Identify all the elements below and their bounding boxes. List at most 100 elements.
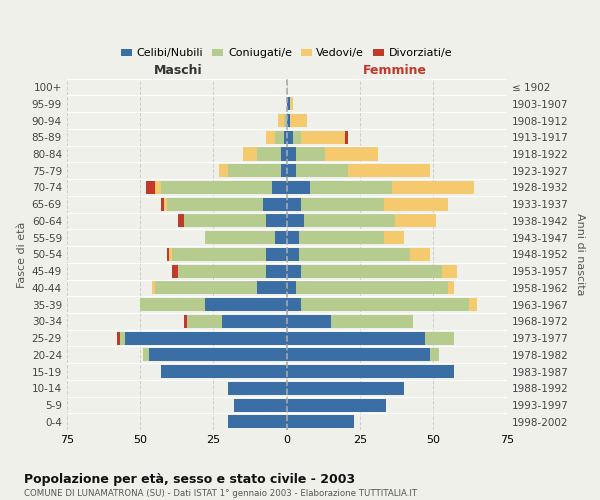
Bar [296,282,448,294]
Bar [287,282,296,294]
Bar [287,298,301,311]
Bar [287,181,310,194]
Bar [205,231,275,244]
Bar [152,282,155,294]
Bar [178,264,266,278]
Bar [293,131,301,144]
Bar [287,315,331,328]
Text: Femmine: Femmine [363,64,427,77]
Bar [125,332,287,344]
Bar [392,181,475,194]
Bar [257,282,287,294]
Bar [287,198,301,211]
Bar [425,332,454,344]
Bar [228,382,287,395]
Bar [349,164,430,177]
Bar [149,348,287,362]
Bar [187,315,222,328]
Bar [167,248,169,261]
Bar [395,214,436,228]
Bar [296,148,325,160]
Bar [284,131,287,144]
Bar [172,264,178,278]
Bar [169,248,172,261]
Bar [304,214,395,228]
Bar [143,348,149,362]
Bar [278,114,284,127]
Bar [442,264,457,278]
Bar [287,264,301,278]
Bar [266,214,287,228]
Bar [146,181,155,194]
Bar [140,298,205,311]
Bar [178,214,184,228]
Bar [325,148,377,160]
Bar [184,315,187,328]
Legend: Celibi/Nubili, Coniugati/e, Vedovi/e, Divorziati/e: Celibi/Nubili, Coniugati/e, Vedovi/e, Di… [117,44,457,63]
Bar [287,148,296,160]
Bar [234,398,287,411]
Text: COMUNE DI LUNAMATRONA (SU) - Dati ISTAT 1° gennaio 2003 - Elaborazione TUTTITALI: COMUNE DI LUNAMATRONA (SU) - Dati ISTAT … [24,489,417,498]
Bar [228,164,281,177]
Bar [287,231,299,244]
Bar [275,231,287,244]
Bar [243,148,257,160]
Bar [263,198,287,211]
Bar [266,131,275,144]
Bar [272,181,287,194]
Bar [161,365,287,378]
Bar [301,264,442,278]
Bar [287,164,296,177]
Bar [331,315,413,328]
Bar [155,282,257,294]
Text: Popolazione per età, sesso e stato civile - 2003: Popolazione per età, sesso e stato civil… [24,472,355,486]
Bar [299,248,410,261]
Bar [119,332,125,344]
Bar [161,181,272,194]
Bar [257,148,281,160]
Bar [287,214,304,228]
Bar [287,248,299,261]
Bar [287,415,354,428]
Bar [287,382,404,395]
Bar [287,332,425,344]
Bar [299,231,383,244]
Y-axis label: Anni di nascita: Anni di nascita [575,213,585,296]
Bar [287,365,454,378]
Bar [430,348,439,362]
Bar [383,231,404,244]
Bar [205,298,287,311]
Bar [296,164,349,177]
Bar [383,198,448,211]
Bar [284,114,287,127]
Bar [301,131,346,144]
Bar [287,131,293,144]
Bar [228,415,287,428]
Bar [301,298,469,311]
Bar [117,332,119,344]
Bar [287,348,430,362]
Bar [287,114,290,127]
Bar [448,282,454,294]
Bar [275,131,284,144]
Bar [222,315,287,328]
Bar [220,164,228,177]
Bar [155,181,161,194]
Bar [281,148,287,160]
Bar [184,214,266,228]
Bar [310,181,392,194]
Bar [346,131,349,144]
Text: Maschi: Maschi [154,64,203,77]
Bar [469,298,478,311]
Bar [172,248,266,261]
Bar [290,114,307,127]
Bar [290,98,293,110]
Y-axis label: Fasce di età: Fasce di età [17,221,27,288]
Bar [161,198,164,211]
Bar [410,248,430,261]
Bar [287,98,290,110]
Bar [287,398,386,411]
Bar [167,198,263,211]
Bar [164,198,167,211]
Bar [266,264,287,278]
